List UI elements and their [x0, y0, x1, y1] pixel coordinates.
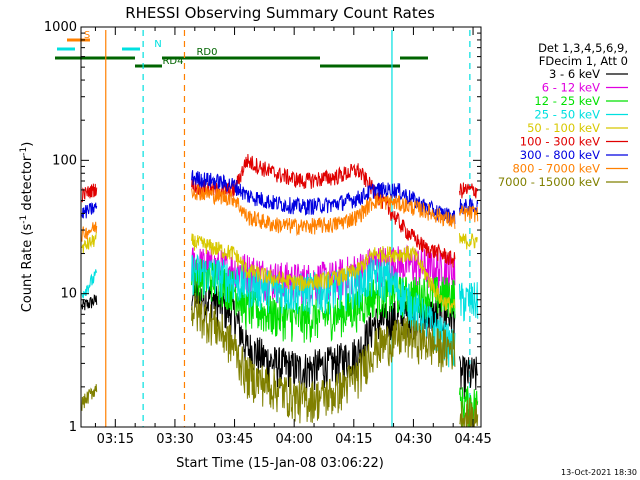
y-tick-label-3: 1000: [44, 20, 77, 35]
series-5-pre: [81, 183, 98, 203]
series-8: [81, 292, 479, 428]
legend-header-2: FDecim 1, Att 0: [539, 54, 628, 68]
series-0-post: [459, 354, 479, 400]
state-label-n: N: [154, 39, 161, 50]
legend-entry-4: 50 - 100 keV: [527, 121, 600, 135]
x-tick-label-6: 04:45: [454, 432, 491, 447]
plot-frame: [80, 26, 482, 428]
series-7-main: [191, 184, 456, 237]
legend-entry-0: 3 - 6 keV: [549, 67, 600, 81]
x-tick-label-5: 04:30: [395, 432, 432, 447]
series-4: [81, 231, 479, 314]
series-7-pre: [81, 221, 98, 242]
series-3-pre: [81, 269, 98, 299]
series-7-post: [459, 204, 479, 223]
x-tick-label-1: 03:30: [156, 432, 193, 447]
series-4-main: [191, 233, 456, 314]
state-label-rd0: RD0: [196, 47, 217, 58]
y-axis-label: Count Rate (s-1 detector-1): [19, 142, 35, 313]
legend-entry-7: 800 - 7000 keV: [512, 162, 600, 176]
series-2-main: [191, 259, 456, 343]
y-tick-label-2: 100: [52, 153, 77, 168]
series-5-post: [459, 182, 479, 199]
footer-date: 13-Oct-2021 18:30: [561, 468, 637, 477]
x-tick-label-2: 03:45: [216, 432, 253, 447]
state-label-rd4: RD4: [162, 56, 183, 67]
x-axis: 03:15 03:30 03:45 04:00 04:15 04:30 04:45: [94, 27, 492, 447]
series-6: [81, 170, 479, 225]
state-label-s: S: [84, 30, 90, 41]
x-axis-label: Start Time (15-Jan-08 03:06:22): [176, 456, 384, 471]
series-6-pre: [81, 202, 98, 219]
legend-entry-1: 6 - 12 keV: [542, 81, 600, 95]
series-0-pre: [81, 294, 98, 311]
legend-entry-3: 25 - 50 keV: [534, 108, 600, 122]
series-8-pre: [81, 384, 98, 411]
legend-entry-2: 12 - 25 keV: [534, 94, 600, 108]
y-tick-label-0: 1: [69, 420, 77, 435]
x-tick-label-0: 03:15: [97, 432, 134, 447]
legend: Det 1,3,4,5,6,9, FDecim 1, Att 0 3 - 6 k…: [498, 41, 628, 189]
x-tick-label-4: 04:15: [335, 432, 372, 447]
series-7: [81, 184, 479, 242]
chart-title: RHESSI Observing Summary Count Rates: [125, 4, 435, 22]
series-4-post: [459, 233, 479, 250]
y-axis: 1 10 100 1000: [44, 20, 481, 435]
series-8-main: [191, 292, 456, 424]
x-tick-label-3: 04:00: [275, 432, 312, 447]
legend-entry-5: 100 - 300 keV: [520, 135, 600, 149]
plot-area: S N RD0 RD4: [55, 30, 479, 428]
series-8-post: [459, 397, 479, 428]
legend-entry-8: 7000 - 15000 keV: [498, 175, 600, 189]
legend-header-1: Det 1,3,4,5,6,9,: [538, 41, 628, 55]
legend-entry-6: 300 - 800 keV: [520, 148, 600, 162]
series-4-pre: [81, 231, 98, 254]
y-tick-label-1: 10: [60, 287, 77, 302]
series-3-post: [459, 282, 479, 322]
